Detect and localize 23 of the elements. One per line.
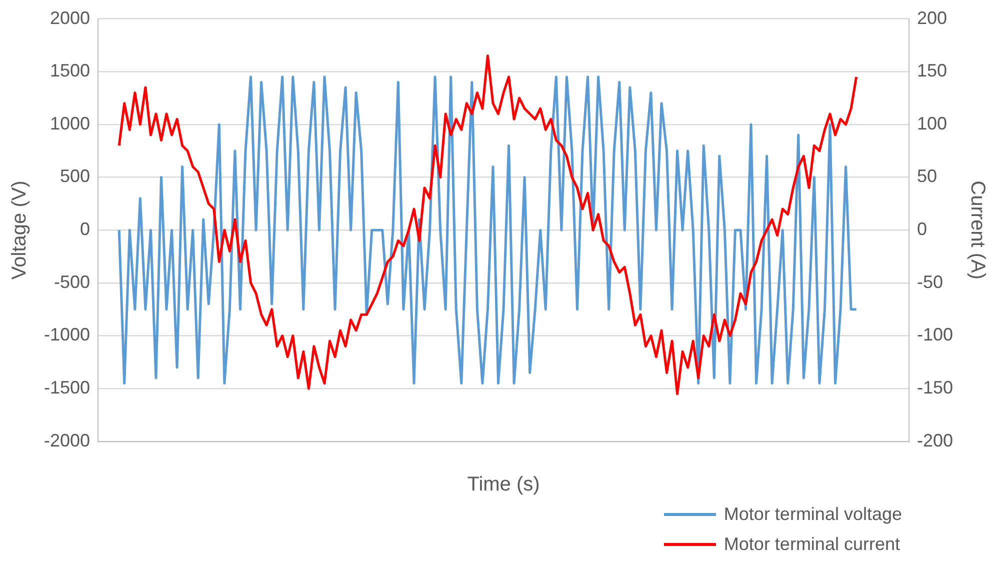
y-tick-label: 1000: [50, 113, 90, 134]
y-tick-label: -1500: [44, 378, 90, 398]
y2-tick-label: 200: [916, 8, 948, 28]
y2-tick-label: 0: [916, 219, 927, 240]
y2-tick-label: 50: [916, 166, 938, 186]
y-tick-label: -500: [54, 272, 90, 292]
x-axis-title: Time (s): [467, 474, 540, 496]
y-axis-title: Voltage (V): [8, 180, 31, 280]
legend-label: Motor terminal voltage: [724, 504, 902, 524]
legend-label: Motor terminal current: [724, 534, 900, 554]
y-tick-label: 0: [80, 219, 90, 240]
y2-tick-label: 100: [916, 113, 948, 134]
y-tick-label: 500: [60, 166, 90, 186]
y2-tick-label: -50: [916, 272, 943, 292]
y2-tick-label: -150: [916, 378, 954, 398]
y2-axis-title: Current (A): [966, 180, 988, 280]
y-tick-label: 2000: [50, 8, 90, 28]
y2-tick-label: 150: [916, 60, 948, 81]
y2-tick-label: -200: [916, 430, 954, 450]
y-tick-label: -1000: [44, 324, 90, 345]
y2-tick-label: -100: [916, 324, 954, 345]
y-tick-label: -2000: [44, 430, 90, 450]
y-tick-label: 1500: [50, 60, 90, 81]
